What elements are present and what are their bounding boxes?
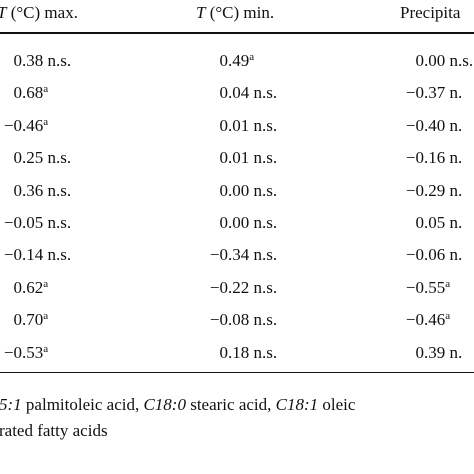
table-cell: 0.00 n.s.	[220, 182, 278, 199]
cell-superscript: a	[445, 277, 451, 290]
cell-value: 0.00 n.s.	[415, 51, 474, 70]
table-cell: −0.34 n.s.	[210, 246, 277, 263]
table-cell: 0.01 n.s.	[220, 149, 278, 166]
bottom-rule	[0, 372, 474, 373]
cell-value: −0.46	[3, 115, 44, 135]
cell-value: −0.34 n.s.	[209, 245, 278, 265]
table-cell: 0.05 n.	[416, 214, 463, 231]
table-cell: −0.46a	[3, 115, 49, 135]
footnote-text: C18:1	[275, 395, 319, 414]
cell-value: 0.70	[13, 310, 44, 330]
table-cell: 0.25 n.s.	[14, 149, 72, 166]
cell-value: 0.01 n.s.	[219, 115, 278, 135]
footnote-text: 5:1	[0, 395, 22, 414]
cell-superscript: a	[43, 310, 49, 323]
table-cell: 0.04 n.s.	[220, 84, 278, 101]
table-cell: 0.18 n.s.	[220, 344, 278, 361]
header-variable: T	[196, 3, 206, 22]
footnote-text: oleic	[318, 395, 356, 414]
table-cell: 0.39 n.	[416, 344, 463, 361]
cell-value: 0.18 n.s.	[219, 342, 278, 362]
cell-value: −0.22 n.s.	[209, 277, 278, 297]
cell-superscript: a	[43, 342, 49, 355]
table-cell: 0.38 n.s.	[14, 52, 72, 69]
cell-value: 0.39 n.	[415, 342, 463, 362]
table-cell: 0.00 n.s.	[220, 214, 278, 231]
footnote-line: rated fatty acids	[0, 422, 108, 439]
table-cell: 0.70a	[13, 310, 49, 330]
cell-value: −0.37 n.	[405, 83, 463, 103]
cell-value: −0.06 n.	[405, 245, 463, 265]
cell-superscript: a	[43, 277, 49, 290]
cell-value: 0.38 n.s.	[13, 51, 72, 70]
cell-superscript: a	[43, 83, 49, 96]
footnote-text: palmitoleic acid,	[21, 395, 144, 414]
cell-value: 0.49	[219, 51, 250, 70]
footnote-line: 5:1 palmitoleic acid, C18:0 stearic acid…	[0, 396, 355, 413]
cell-superscript: a	[445, 310, 451, 323]
cell-superscript: a	[249, 51, 255, 63]
cell-value: −0.46	[405, 310, 446, 330]
cell-value: 0.04 n.s.	[219, 83, 278, 103]
column-header: T (°C) min.	[196, 4, 274, 21]
cell-value: 0.25 n.s.	[13, 148, 72, 168]
cell-value: −0.14 n.s.	[3, 245, 72, 265]
header-text: (°C) min.	[209, 3, 275, 22]
table-cell: 0.62a	[13, 277, 49, 297]
table-cell: 0.68a	[13, 83, 49, 103]
footnote-text: rated fatty acids	[0, 421, 108, 440]
cell-value: −0.16 n.	[405, 148, 463, 168]
table-cell: 0.01 n.s.	[220, 117, 278, 134]
cell-value: −0.53	[3, 342, 44, 362]
cell-value: −0.40 n.	[405, 115, 463, 135]
footnote-text: C18:0	[143, 395, 186, 414]
table-cell: −0.06 n.	[406, 246, 462, 263]
cell-value: −0.55	[405, 277, 446, 297]
cell-value: 0.68	[13, 83, 44, 103]
cell-superscript: a	[43, 115, 49, 128]
table-cell: −0.55a	[405, 277, 451, 297]
cell-value: 0.36 n.s.	[13, 180, 72, 200]
cell-value: 0.00 n.s.	[219, 213, 278, 232]
cell-value: 0.00 n.s.	[219, 180, 278, 200]
table-cell: −0.37 n.	[406, 84, 462, 101]
header-text: Precipita	[400, 3, 461, 22]
table-cell: −0.53a	[3, 342, 49, 362]
cell-value: 0.62	[13, 277, 44, 297]
table-cell: −0.22 n.s.	[210, 279, 277, 296]
table-cell: −0.40 n.	[406, 117, 462, 134]
header-text: (°C) max.	[10, 3, 78, 22]
cell-value: −0.29 n.	[405, 180, 463, 200]
cell-value: 0.01 n.s.	[219, 148, 278, 168]
column-header: T (°C) max.	[0, 4, 78, 21]
cell-value: 0.05 n.	[415, 213, 463, 232]
table-cell: −0.08 n.s.	[210, 311, 277, 328]
cell-value: −0.08 n.s.	[209, 310, 278, 330]
header-variable: T	[0, 3, 6, 22]
table-cell: 0.49a	[219, 51, 255, 70]
table-cell: 0.00 n.s.	[416, 52, 474, 69]
table-cell: −0.46a	[405, 310, 451, 330]
table-cell: −0.29 n.	[406, 182, 462, 199]
table-cell: −0.14 n.s.	[4, 246, 71, 263]
footnote-text: stearic acid,	[185, 395, 276, 414]
header-rule	[0, 32, 474, 34]
table-cell: 0.36 n.s.	[14, 182, 72, 199]
cell-value: −0.05 n.s.	[3, 213, 72, 232]
column-header: Precipita	[400, 4, 460, 21]
table-cell: −0.16 n.	[406, 149, 462, 166]
table-cell: −0.05 n.s.	[4, 214, 71, 231]
